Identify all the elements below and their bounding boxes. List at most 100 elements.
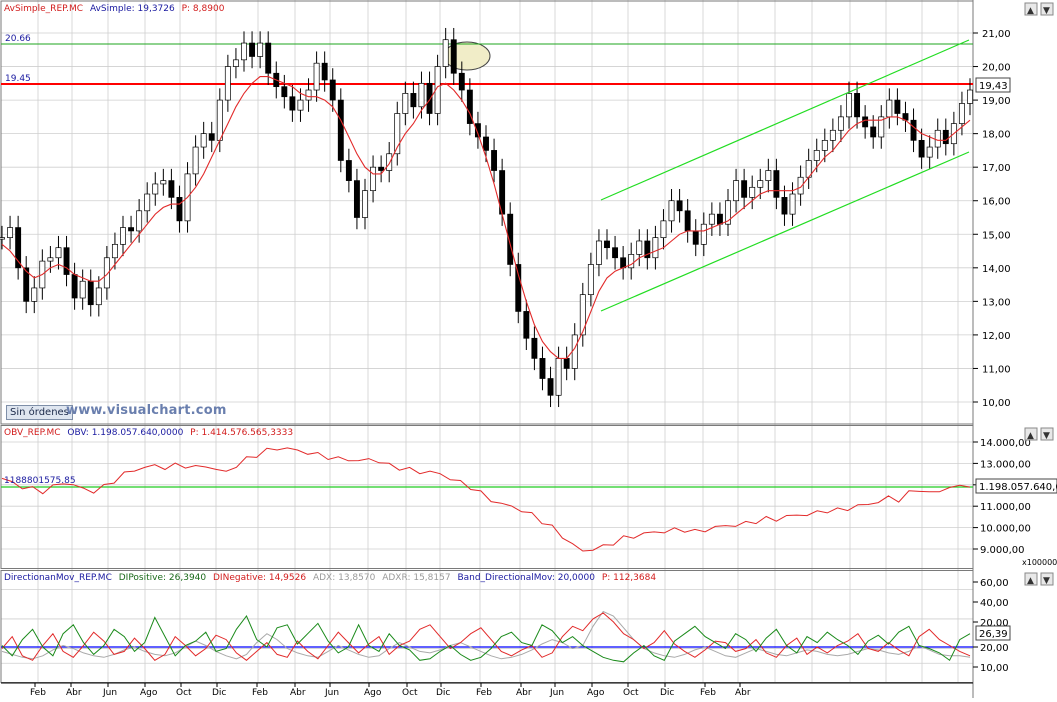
watermark: www.visualchart.com: [66, 403, 227, 418]
moving-average-line: [1, 76, 971, 359]
x-tick-label: Abr: [66, 688, 82, 698]
scroll-up-icon[interactable]: ▲: [1027, 431, 1034, 441]
candle-body: [313, 62, 320, 91]
candle-body: [257, 42, 264, 57]
y-tick-label: 11.000,00: [980, 502, 1031, 513]
price-y-axis: 21,00 20,00 19,00 18,00 17,00 16,00 15,00 14,00…: [973, 29, 1011, 409]
candle-body: [224, 66, 231, 101]
candle-body: [402, 93, 409, 114]
x-tick-label: Oct: [402, 688, 418, 698]
candle-body: [926, 146, 933, 158]
candle-body: [967, 89, 973, 104]
obv-line: [1, 447, 971, 552]
candle-body: [23, 267, 30, 302]
dm-din-value: DINegative: 14,9526: [213, 573, 306, 583]
price-last-value: 19,43: [979, 81, 1008, 92]
candle-body: [636, 240, 643, 255]
y-tick-label: 17,00: [982, 163, 1011, 174]
candle-body: [241, 42, 247, 61]
scroll-down-icon[interactable]: ▼: [1043, 431, 1050, 441]
candle-body: [507, 213, 514, 265]
price-p-value: P: 8,8900: [182, 4, 225, 14]
y-tick-label: 12,00: [982, 331, 1011, 342]
y-tick-label: 20,00: [980, 643, 1009, 654]
candle-body: [829, 129, 836, 141]
dm-panel: DirectionanMov_REP.MC DIPositive: 26,394…: [0, 570, 1057, 698]
candle-body: [450, 39, 457, 74]
x-tick-label: Feb: [476, 688, 492, 698]
candle-body: [466, 89, 473, 124]
obv-last-value: 1.198.057.640,0: [979, 482, 1057, 493]
obv-panel: 1188801575.85 OBV_REP.MC OBV: 1.198.057.…: [0, 425, 1057, 570]
candle-body: [31, 287, 38, 302]
candle-body: [612, 247, 619, 259]
candle-body: [821, 139, 828, 151]
candle-body: [692, 230, 699, 245]
candle-body: [595, 240, 602, 265]
y-tick-label: 13,00: [982, 297, 1011, 308]
candle-body: [168, 180, 175, 198]
y-tick-label: 10.000,00: [980, 524, 1031, 535]
y-tick-label: 9.000,00: [980, 545, 1025, 556]
price-chart: 20.66 19.45 AvSimple_REP.MC AvSimple: 19…: [0, 0, 1054, 425]
di-positive-line: [1, 615, 971, 663]
y-tick-label: 10,00: [980, 663, 1009, 674]
price-series-name: AvSimple_REP.MC: [4, 4, 83, 14]
y-tick-label: 20,00: [982, 63, 1011, 74]
candle-body: [716, 213, 723, 225]
candle-body: [265, 42, 272, 74]
candle-body: [176, 197, 183, 222]
obv-multiplier: x100000: [1022, 558, 1057, 567]
y-tick-label: 60,00: [980, 578, 1009, 589]
candle-body: [232, 59, 239, 67]
candle-body: [620, 257, 627, 269]
candle-body: [773, 170, 780, 198]
dm-scroll-arrows[interactable]: ▲ ▼: [1024, 572, 1054, 586]
candle-body: [668, 200, 675, 222]
candle-body: [789, 193, 796, 215]
candle-body: [765, 170, 772, 181]
candle-body: [394, 113, 401, 155]
scroll-up-icon[interactable]: ▲: [1027, 6, 1034, 16]
channel-lower-line: [600, 151, 970, 312]
candle-body: [846, 93, 852, 118]
channel-upper-line: [600, 39, 970, 201]
candle-body: [491, 150, 498, 171]
y-tick-label: 19,00: [982, 96, 1011, 107]
candle-body: [216, 99, 223, 141]
scroll-down-icon[interactable]: ▼: [1043, 6, 1050, 16]
y-tick-label: 18,00: [982, 130, 1011, 141]
candle-body: [837, 116, 844, 131]
candle-body: [71, 274, 78, 299]
obv-header: OBV_REP.MC OBV: 1.198.057.640,0000 P: 1.…: [4, 428, 293, 438]
obv-scroll-arrows[interactable]: ▲ ▼: [1024, 427, 1054, 441]
price-scroll-arrows[interactable]: ▲ ▼: [1024, 2, 1054, 16]
scroll-down-icon[interactable]: ▼: [1043, 576, 1050, 586]
price-header: AvSimple_REP.MC AvSimple: 19,3726 P: 8,8…: [4, 4, 225, 14]
scroll-up-icon[interactable]: ▲: [1027, 576, 1034, 586]
candle-body: [539, 358, 546, 379]
candle-body: [604, 240, 610, 249]
candle-body: [79, 280, 86, 299]
candle-body: [47, 257, 54, 262]
y-tick-label: 20,00: [980, 618, 1009, 629]
candle-body: [103, 257, 110, 289]
y-tick-label: 40,00: [980, 598, 1009, 609]
price-candles: [0, 27, 973, 408]
y-tick-label: 13.000,00: [980, 459, 1031, 470]
candle-body: [152, 183, 159, 195]
x-tick-label: Dic: [660, 688, 674, 698]
candle-body: [136, 210, 143, 232]
x-tick-label: Feb: [700, 688, 716, 698]
obv-level-label: 1188801575.85: [4, 476, 76, 486]
obv-value: OBV: 1.198.057.640,0000: [67, 428, 183, 438]
candle-body: [111, 243, 118, 259]
candle-body: [55, 247, 62, 259]
candle-body: [660, 220, 667, 238]
candle-body: [733, 180, 740, 202]
candle-body: [708, 213, 715, 225]
orders-badge[interactable]: Sin órdenes: [6, 405, 73, 420]
candle-body: [289, 96, 296, 111]
candle-body: [942, 129, 949, 145]
candle-body: [555, 358, 562, 396]
